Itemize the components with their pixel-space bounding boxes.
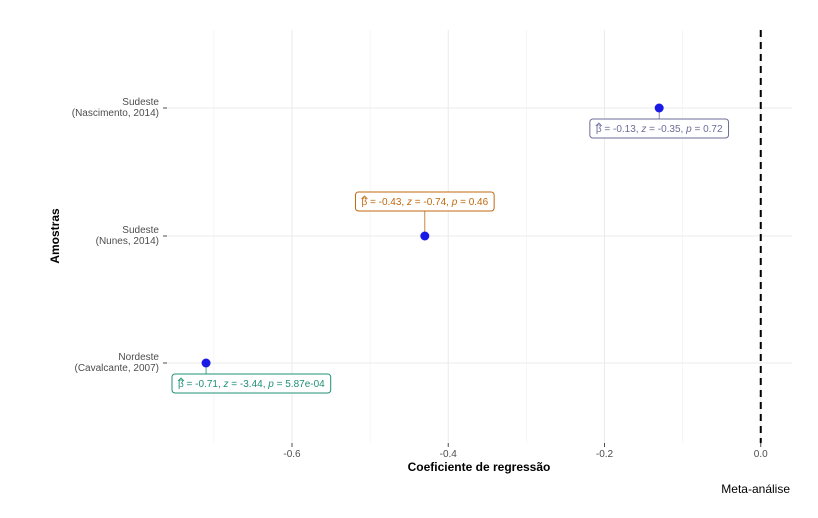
y-tick-label-line1: Sudeste bbox=[122, 225, 159, 236]
label-part: β bbox=[178, 379, 184, 390]
point-label: β = -0.43, z = -0.74, p = 0.46 bbox=[354, 191, 495, 241]
y-axis: Sudeste (Nascimento, 2014)Sudeste (Nunes, … bbox=[72, 97, 167, 374]
y-tick-label-line2: (Nunes, 2014) bbox=[96, 236, 159, 247]
point-label-text: β = -0.71, z = -3.44, p = 5.87e-04 bbox=[178, 379, 325, 390]
label-part: = -0.74, bbox=[412, 197, 452, 208]
grid bbox=[167, 30, 792, 443]
beta-hat bbox=[361, 195, 368, 200]
y-tick-label: Nordeste (Cavalcante, 2007) bbox=[75, 352, 160, 374]
label-part: = -0.71, bbox=[184, 379, 224, 390]
label-part: z bbox=[223, 379, 229, 390]
label-part: z bbox=[406, 197, 412, 208]
label-part: = 0.46 bbox=[457, 197, 488, 208]
label-part: = -0.13, bbox=[602, 124, 642, 135]
x-tick-label: -0.4 bbox=[440, 449, 458, 460]
point-label: β = -0.71, z = -3.44, p = 5.87e-04 bbox=[171, 358, 332, 394]
beta-hat bbox=[177, 377, 185, 382]
y-tick-label-line2: (Nascimento, 2014) bbox=[72, 108, 159, 119]
caption: Meta-análise bbox=[721, 482, 790, 496]
label-part: = 5.87e-04 bbox=[274, 379, 325, 390]
x-tick-label: -0.2 bbox=[596, 449, 614, 460]
label-part: z bbox=[640, 124, 646, 135]
label-part: = -3.44, bbox=[229, 379, 269, 390]
point-label: β = -0.13, z = -0.35, p = 0.72 bbox=[589, 103, 730, 139]
y-tick-label: Sudeste (Nunes, 2014) bbox=[96, 225, 160, 247]
y-tick-label-line1: Sudeste bbox=[122, 97, 159, 108]
point-label-text: β = -0.43, z = -0.74, p = 0.46 bbox=[361, 197, 488, 208]
label-box bbox=[171, 373, 332, 394]
label-part: = 0.72 bbox=[692, 124, 723, 135]
x-tick-label: 0.0 bbox=[754, 449, 768, 460]
x-tick-label: -0.6 bbox=[283, 449, 301, 460]
data-point bbox=[201, 358, 211, 368]
label-part: β bbox=[361, 197, 367, 208]
label-part: p bbox=[267, 379, 274, 390]
label-part: p bbox=[451, 197, 458, 208]
data-point bbox=[420, 231, 430, 241]
label-part: = -0.35, bbox=[646, 124, 686, 135]
y-tick-label-line2: (Cavalcante, 2007) bbox=[75, 363, 160, 374]
beta-hat bbox=[595, 122, 603, 127]
data-point bbox=[654, 103, 664, 113]
label-part: β bbox=[596, 124, 602, 135]
label-part: p bbox=[685, 124, 692, 135]
y-axis-title: Amostras bbox=[48, 208, 62, 264]
label-part: = -0.43, bbox=[367, 197, 407, 208]
x-axis-title: Coeficiente de regressão bbox=[408, 460, 551, 474]
point-label-text: β = -0.13, z = -0.35, p = 0.72 bbox=[596, 124, 723, 135]
data-marks: β = -0.13, z = -0.35, p = 0.72β = -0.43,… bbox=[171, 103, 730, 394]
y-tick-label-line1: Nordeste bbox=[118, 352, 159, 363]
y-tick-label: Sudeste (Nascimento, 2014) bbox=[72, 97, 160, 119]
x-axis: -0.6 -0.4 -0.2 0.0 bbox=[283, 443, 768, 460]
